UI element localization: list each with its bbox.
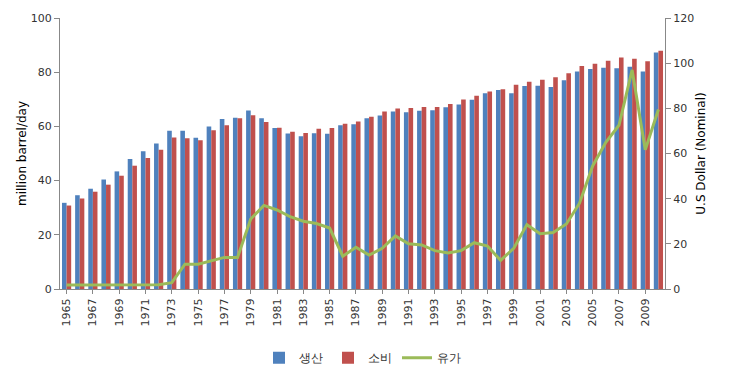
svg-text:80: 80 — [38, 66, 52, 79]
svg-text:1993: 1993 — [428, 298, 441, 326]
svg-text:1983: 1983 — [297, 298, 310, 326]
svg-text:0: 0 — [45, 283, 52, 296]
svg-text:1969: 1969 — [113, 298, 126, 326]
svg-text:생산: 생산 — [299, 351, 323, 365]
svg-text:U.S Dollar (Nominal): U.S Dollar (Nominal) — [694, 92, 708, 214]
svg-text:2003: 2003 — [560, 298, 573, 326]
svg-text:60: 60 — [673, 147, 687, 160]
svg-text:1989: 1989 — [376, 298, 389, 326]
svg-text:1971: 1971 — [139, 298, 152, 326]
svg-text:40: 40 — [673, 193, 687, 206]
svg-text:유가: 유가 — [437, 351, 461, 365]
svg-text:2009: 2009 — [639, 298, 652, 326]
svg-text:1967: 1967 — [86, 298, 99, 326]
svg-text:소비: 소비 — [368, 351, 392, 365]
svg-text:20: 20 — [38, 229, 52, 242]
svg-text:120: 120 — [673, 12, 694, 25]
svg-text:1999: 1999 — [507, 298, 520, 326]
svg-text:2005: 2005 — [586, 298, 599, 326]
svg-text:1965: 1965 — [60, 298, 73, 326]
svg-text:0: 0 — [673, 283, 680, 296]
svg-text:1979: 1979 — [244, 298, 257, 326]
svg-text:1997: 1997 — [481, 298, 494, 326]
svg-text:2001: 2001 — [534, 298, 547, 326]
svg-text:million barrel/day: million barrel/day — [15, 101, 29, 206]
svg-text:1985: 1985 — [323, 298, 336, 326]
svg-text:100: 100 — [31, 12, 52, 25]
svg-text:40: 40 — [38, 174, 52, 187]
svg-text:1981: 1981 — [271, 298, 284, 326]
svg-text:1975: 1975 — [192, 298, 205, 326]
svg-text:80: 80 — [673, 102, 687, 115]
svg-text:1995: 1995 — [455, 298, 468, 326]
svg-text:1973: 1973 — [165, 298, 178, 326]
svg-text:20: 20 — [673, 238, 687, 251]
svg-text:2007: 2007 — [613, 298, 626, 326]
svg-text:100: 100 — [673, 57, 694, 70]
svg-text:1977: 1977 — [218, 298, 231, 326]
svg-text:60: 60 — [38, 120, 52, 133]
svg-text:1991: 1991 — [402, 298, 415, 326]
svg-text:1987: 1987 — [349, 298, 362, 326]
